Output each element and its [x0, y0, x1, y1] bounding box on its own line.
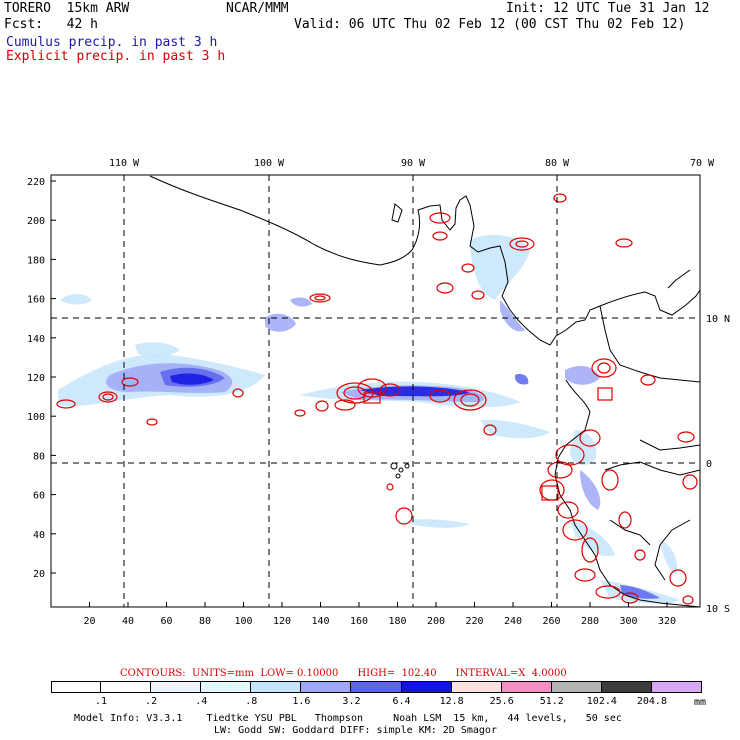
lon-label-80w: 80 W	[545, 158, 570, 169]
colorbar-cell	[101, 681, 152, 693]
explicit-precip-contours	[56, 193, 698, 605]
x-tick-label: 40	[122, 616, 134, 627]
organization-label: NCAR/MMM	[226, 1, 289, 16]
x-tick-label: 140	[311, 616, 329, 627]
y-axis: 220 200 180 160 140 120 100 80 60 40 20	[27, 177, 56, 580]
galapagos-islands	[390, 462, 410, 479]
colorbar-cell	[51, 681, 102, 693]
colorbar-cell	[201, 681, 252, 693]
colorbar-label: .1	[95, 696, 108, 707]
colorbar-label: 3.2	[342, 696, 361, 707]
y-tick-label: 20	[33, 569, 45, 580]
x-tick-label: 160	[350, 616, 368, 627]
y-tick-label: 180	[27, 255, 45, 266]
colorbar-label: .8	[245, 696, 258, 707]
y-tick-label: 120	[27, 373, 45, 384]
x-tick-label: 180	[388, 616, 406, 627]
explicit-legend: Explicit precip. in past 3 h	[6, 49, 226, 64]
colorbar-cell	[301, 681, 352, 693]
x-tick-label: 80	[199, 616, 211, 627]
colorbar-cell	[551, 681, 602, 693]
init-time: Init: 12 UTC Tue 31 Jan 12	[506, 1, 710, 16]
lat-label-10n: 10 N	[706, 314, 730, 325]
cumulus-precip-shading	[58, 234, 680, 604]
y-tick-label: 100	[27, 412, 45, 423]
x-tick-label: 120	[273, 616, 291, 627]
lat-label-10s: 10 S	[706, 604, 730, 615]
colorbar-cell	[651, 681, 702, 693]
colorbar-cell	[251, 681, 302, 693]
model-title: TORERO 15km ARW	[4, 1, 130, 16]
x-tick-label: 100	[234, 616, 252, 627]
colorbar-unit: mm	[694, 697, 707, 708]
cumulus-legend: Cumulus precip. in past 3 h	[6, 35, 218, 50]
x-tick-label: 200	[427, 616, 445, 627]
y-tick-label: 200	[27, 216, 45, 227]
valid-time: Valid: 06 UTC Thu 02 Feb 12 (00 CST Thu …	[294, 17, 686, 32]
lat-label-0: 0	[706, 459, 712, 470]
lon-label-110w: 110 W	[109, 158, 140, 169]
colorbar-label: 6.4	[392, 696, 411, 707]
colorbar-cell	[401, 681, 452, 693]
colorbar-cell	[451, 681, 502, 693]
colorbar-label: 12.8	[439, 696, 464, 707]
model-info-physics: LW: Godd SW: Goddard DIFF: simple KM: 2D…	[214, 725, 497, 736]
y-tick-label: 60	[33, 491, 45, 502]
lon-label-100w: 100 W	[254, 158, 285, 169]
x-axis: 20 40 60 80 100 120 140 160 180 200 220 240 260 280 30…	[83, 602, 676, 627]
map-frame	[50, 174, 701, 608]
colorbar-label: 102.4	[586, 696, 617, 707]
colorbar-label: 1.6	[292, 696, 311, 707]
contours-info: CONTOURS: UNITS=mm LOW= 0.10000 HIGH= 10…	[120, 668, 567, 679]
coastlines	[149, 175, 701, 608]
lon-label-90w: 90 W	[401, 158, 426, 169]
x-tick-label: 260	[542, 616, 560, 627]
colorbar-label: .4	[195, 696, 208, 707]
colorbar-cell	[151, 681, 202, 693]
x-tick-label: 320	[658, 616, 676, 627]
x-tick-label: 220	[465, 616, 483, 627]
y-tick-label: 80	[33, 451, 45, 462]
colorbar-label: 204.8	[636, 696, 667, 707]
x-tick-label: 280	[581, 616, 599, 627]
forecast-hour: Fcst: 42 h	[4, 17, 98, 32]
colorbar-cell	[501, 681, 552, 693]
x-tick-label: 20	[83, 616, 95, 627]
lat-lon-grid	[51, 175, 700, 607]
x-tick-label: 60	[160, 616, 172, 627]
x-tick-label: 240	[504, 616, 522, 627]
colorbar-label: 25.6	[489, 696, 514, 707]
model-info: Model Info: V3.3.1 Tiedtke YSU PBL Thomp…	[74, 713, 622, 724]
y-tick-label: 40	[33, 530, 45, 541]
y-tick-label: 160	[27, 295, 45, 306]
colorbar-cell	[351, 681, 402, 693]
colorbar-label: 51.2	[539, 696, 564, 707]
colorbar-cell	[601, 681, 652, 693]
y-tick-label: 220	[27, 177, 45, 188]
x-tick-label: 300	[619, 616, 637, 627]
y-tick-label: 140	[27, 334, 45, 345]
lon-label-70w: 70 W	[690, 158, 715, 169]
colorbar-label: .2	[145, 696, 158, 707]
